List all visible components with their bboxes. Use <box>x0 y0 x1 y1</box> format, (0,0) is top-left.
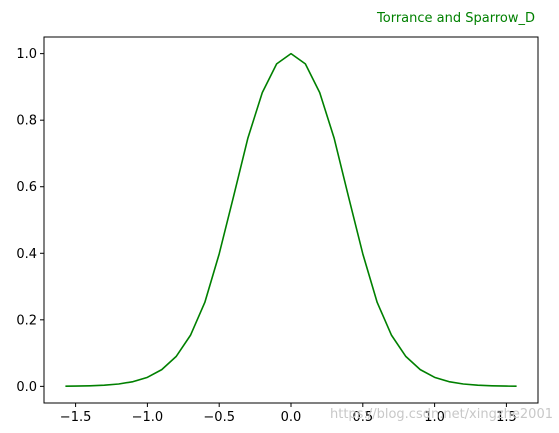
x-tick-label: 0.0 <box>281 410 302 425</box>
plot-area <box>43 36 539 404</box>
y-tick-label: 0.4 <box>16 247 37 262</box>
x-tick-label: 0.5 <box>352 410 373 425</box>
x-tick-label: −0.5 <box>203 410 235 425</box>
y-tick-label: 0.8 <box>16 114 37 129</box>
y-tick-label: 0.6 <box>16 180 37 195</box>
watermark-text: https://blog.csdn.net/xingzhe2001 <box>330 407 553 422</box>
y-tick-label: 0.0 <box>16 380 37 395</box>
axes-frame <box>43 36 539 404</box>
chart-title: Torrance and Sparrow_D <box>376 11 535 26</box>
y-tick-label: 0.2 <box>16 313 37 328</box>
y-axis: 0.0 0.2 0.4 0.6 0.8 1.0 <box>16 47 44 395</box>
x-tick-label: −1.0 <box>132 410 164 425</box>
series-line-0 <box>65 52 517 387</box>
x-axis: −1.5 −1.0 −0.5 0.0 0.5 1.0 1.5 <box>60 403 517 425</box>
x-tick-label: −1.5 <box>60 410 92 425</box>
y-tick-label: 1.0 <box>16 47 37 62</box>
x-tick-label: 1.5 <box>496 410 517 425</box>
x-tick-label: 1.0 <box>424 410 445 425</box>
